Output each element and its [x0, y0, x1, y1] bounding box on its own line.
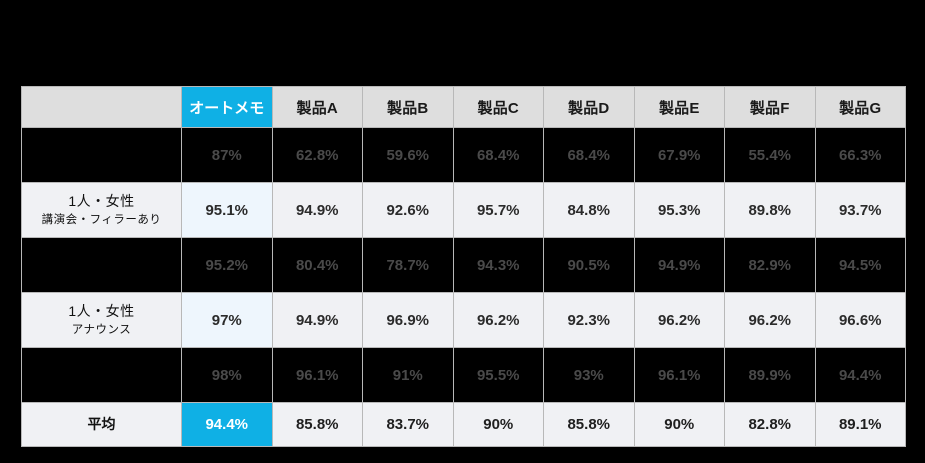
cell-product-d: 84.8% — [543, 182, 635, 238]
cell-product-e: 67.9% — [633, 127, 725, 183]
row-label-sub: アナウンス — [71, 323, 132, 336]
header-cell-blank — [21, 86, 182, 128]
cell-product-b: 96.9% — [362, 292, 454, 348]
header-cell-product-d: 製品D — [543, 86, 635, 128]
cell-product-f: 82.9% — [724, 237, 816, 293]
table-header: オートメモ 製品A 製品B 製品C 製品D 製品E 製品F 製品G — [21, 86, 906, 128]
header-cell-automemo: オートメモ — [181, 86, 273, 128]
cell-product-c: 68.4% — [452, 127, 544, 183]
header-row: オートメモ 製品A 製品B 製品C 製品D 製品E 製品F 製品G — [21, 86, 906, 128]
header-cell-product-f: 製品F — [724, 86, 816, 128]
cell-product-e: 95.3% — [633, 182, 725, 238]
row-label-main: 1人・女性 — [68, 303, 135, 320]
row-label-average: 平均 — [21, 402, 182, 447]
cell-product-c: 95.5% — [452, 347, 544, 403]
accuracy-comparison-table: オートメモ 製品A 製品B 製品C 製品D 製品E 製品F 製品G 87% 62… — [21, 86, 906, 447]
cell-product-a: 62.8% — [271, 127, 363, 183]
cell-average-product-g: 89.1% — [814, 402, 906, 447]
cell-product-g: 96.6% — [814, 292, 906, 348]
cell-average-product-c: 90% — [452, 402, 544, 447]
cell-product-f: 96.2% — [724, 292, 816, 348]
cell-product-d: 92.3% — [543, 292, 635, 348]
cell-product-c: 94.3% — [452, 237, 544, 293]
table-row: 1人・女性 講演会・フィラーあり 95.1% 94.9% 92.6% 95.7%… — [21, 182, 906, 238]
cell-product-c: 95.7% — [452, 182, 544, 238]
row-label — [21, 237, 182, 293]
header-cell-product-a: 製品A — [271, 86, 363, 128]
table-row: 87% 62.8% 59.6% 68.4% 68.4% 67.9% 55.4% … — [21, 127, 906, 183]
cell-product-f: 89.9% — [724, 347, 816, 403]
cell-average-product-a: 85.8% — [271, 402, 363, 447]
cell-product-d: 93% — [543, 347, 635, 403]
cell-product-b: 59.6% — [362, 127, 454, 183]
row-label-sub: 講演会・フィラーあり — [41, 213, 162, 226]
cell-product-g: 93.7% — [814, 182, 906, 238]
cell-average-automemo: 94.4% — [181, 402, 273, 447]
cell-product-f: 55.4% — [724, 127, 816, 183]
table-row: 1人・女性 アナウンス 97% 94.9% 96.9% 96.2% 92.3% … — [21, 292, 906, 348]
cell-product-a: 94.9% — [271, 292, 363, 348]
cell-product-f: 89.8% — [724, 182, 816, 238]
cell-product-d: 68.4% — [543, 127, 635, 183]
row-label — [21, 347, 182, 403]
cell-product-g: 94.4% — [814, 347, 906, 403]
header-cell-product-e: 製品E — [633, 86, 725, 128]
row-label: 1人・女性 講演会・フィラーあり — [21, 182, 182, 238]
header-cell-product-g: 製品G — [814, 86, 906, 128]
cell-average-product-b: 83.7% — [362, 402, 454, 447]
cell-automemo: 95.2% — [181, 237, 273, 293]
table-row: 98% 96.1% 91% 95.5% 93% 96.1% 89.9% 94.4… — [21, 347, 906, 403]
cell-product-d: 90.5% — [543, 237, 635, 293]
cell-product-a: 94.9% — [271, 182, 363, 238]
cell-product-g: 94.5% — [814, 237, 906, 293]
cell-average-product-e: 90% — [633, 402, 725, 447]
cell-product-e: 96.2% — [633, 292, 725, 348]
row-label: 1人・女性 アナウンス — [21, 292, 182, 348]
cell-product-a: 96.1% — [271, 347, 363, 403]
cell-product-e: 96.1% — [633, 347, 725, 403]
cell-product-b: 78.7% — [362, 237, 454, 293]
table-row-average: 平均 94.4% 85.8% 83.7% 90% 85.8% 90% 82.8%… — [21, 402, 906, 447]
cell-automemo: 95.1% — [181, 182, 273, 238]
table-body: 87% 62.8% 59.6% 68.4% 68.4% 67.9% 55.4% … — [21, 127, 906, 447]
cell-average-product-d: 85.8% — [543, 402, 635, 447]
cell-product-c: 96.2% — [452, 292, 544, 348]
cell-product-e: 94.9% — [633, 237, 725, 293]
cell-automemo: 97% — [181, 292, 273, 348]
cell-product-b: 92.6% — [362, 182, 454, 238]
cell-product-a: 80.4% — [271, 237, 363, 293]
cell-product-g: 66.3% — [814, 127, 906, 183]
cell-automemo: 98% — [181, 347, 273, 403]
table-row: 95.2% 80.4% 78.7% 94.3% 90.5% 94.9% 82.9… — [21, 237, 906, 293]
cell-product-b: 91% — [362, 347, 454, 403]
header-cell-product-b: 製品B — [362, 86, 454, 128]
row-label — [21, 127, 182, 183]
cell-average-product-f: 82.8% — [724, 402, 816, 447]
header-cell-product-c: 製品C — [452, 86, 544, 128]
cell-automemo: 87% — [181, 127, 273, 183]
row-label-main: 1人・女性 — [68, 193, 135, 210]
